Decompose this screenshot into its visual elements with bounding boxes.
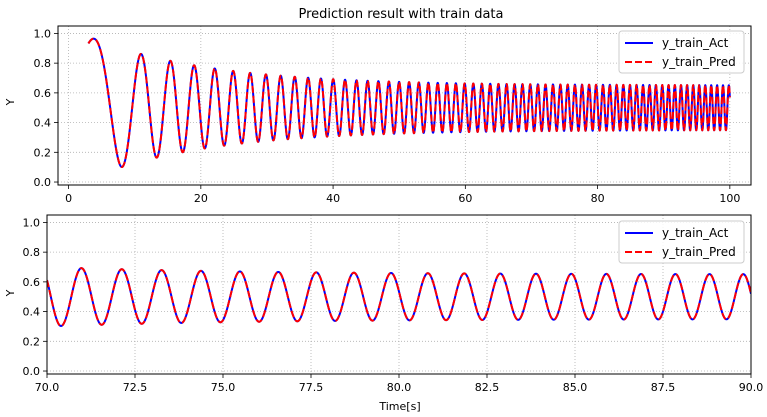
grid [58, 26, 751, 185]
tick-marks: 0 20 40 60 80 100 0.0 0.2 0.4 0.6 0.8 1.0 [34, 27, 741, 205]
x-tick-label: 72.5 [123, 381, 148, 394]
series-line-predicted [87, 37, 731, 168]
legend-label-actual: y_train_Act [662, 36, 729, 50]
x-tick-label: 40 [326, 192, 340, 205]
y-tick-label: 0.0 [34, 176, 52, 189]
y-tick-label: 0.6 [34, 87, 52, 100]
x-tick-label: 70.0 [35, 381, 60, 394]
legend: y_train_Act y_train_Pred [618, 220, 745, 264]
y-tick-label: 1.0 [23, 216, 41, 229]
tick-marks: 70.0 72.5 75.0 77.5 80.0 82.5 85.0 87.5 90.0 0.0 0… [23, 216, 764, 394]
x-tick-label: 87.5 [651, 381, 676, 394]
y-axis-label: Y [4, 289, 17, 297]
y-tick-label: 0.4 [34, 117, 52, 130]
legend-label-actual: y_train_Act [662, 226, 729, 240]
y-tick-label: 0.2 [23, 335, 41, 348]
y-tick-label: 0.0 [23, 365, 41, 378]
x-tick-label: 0 [65, 192, 72, 205]
x-tick-label: 80.0 [387, 381, 412, 394]
x-tick-label: 20 [194, 192, 208, 205]
x-tick-label: 60 [458, 192, 472, 205]
chart-title: Prediction result with train data [298, 7, 503, 22]
legend-label-predicted: y_train_Pred [662, 245, 736, 259]
y-tick-label: 0.8 [34, 57, 52, 70]
plot-area [87, 37, 731, 168]
y-tick-label: 0.8 [23, 246, 41, 259]
x-tick-label: 82.5 [475, 381, 500, 394]
y-tick-label: 0.6 [23, 276, 41, 289]
y-tick-label: 0.4 [23, 306, 41, 319]
legend-label-predicted: y_train_Pred [662, 55, 736, 69]
y-tick-label: 0.2 [34, 146, 52, 159]
plot-area [47, 267, 751, 327]
x-tick-label: 80 [591, 192, 605, 205]
x-tick-label: 75.0 [211, 381, 236, 394]
series-line-predicted [47, 267, 751, 327]
legend: y_train_Act y_train_Pred [618, 30, 745, 74]
y-axis-label: Y [4, 98, 17, 106]
y-tick-label: 1.0 [34, 27, 52, 40]
chart-train-zoom: 70.0 72.5 75.0 77.5 80.0 82.5 85.0 87.5 90.0 0.0 0… [4, 214, 764, 413]
x-axis-label: Time[s] [378, 400, 420, 413]
x-tick-label: 77.5 [299, 381, 324, 394]
chart-train-full: Prediction result with train data 0 20 40 6… [4, 7, 752, 205]
x-tick-label: 90.0 [739, 381, 764, 394]
x-tick-label: 85.0 [563, 381, 588, 394]
x-tick-label: 100 [719, 192, 740, 205]
axes-frame [57, 25, 752, 186]
